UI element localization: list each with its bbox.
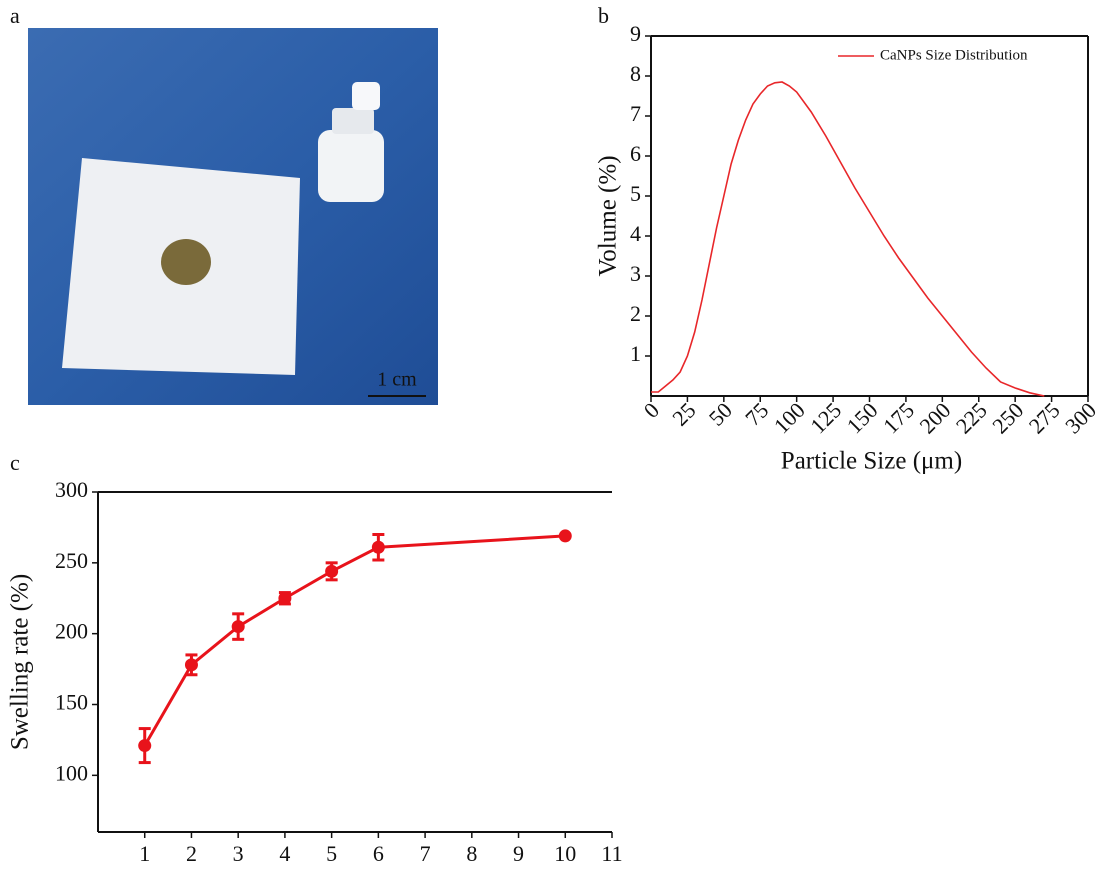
x-tick-label: 50 bbox=[704, 397, 737, 430]
sample bbox=[161, 239, 211, 285]
y-tick-label: 200 bbox=[55, 619, 88, 644]
y-axis-label: Swelling rate (%) bbox=[7, 574, 34, 750]
y-tick-label: 150 bbox=[55, 690, 88, 715]
scale-label: 1 cm bbox=[377, 369, 417, 391]
x-tick-label: 225 bbox=[951, 397, 992, 438]
x-tick-label: 3 bbox=[233, 841, 244, 866]
x-tick-label: 75 bbox=[740, 397, 773, 430]
y-tick-label: 100 bbox=[55, 760, 88, 785]
y-tick-label: 9 bbox=[630, 21, 641, 46]
data-point bbox=[184, 658, 198, 672]
data-point bbox=[558, 529, 572, 543]
x-tick-label: 7 bbox=[420, 841, 431, 866]
data-point bbox=[325, 564, 339, 578]
x-tick-label: 8 bbox=[466, 841, 477, 866]
data-line bbox=[651, 81, 1045, 397]
x-tick-label: 1 bbox=[139, 841, 150, 866]
legend-label: CaNPs Size Distribution bbox=[880, 47, 1028, 63]
panel-label: c bbox=[10, 450, 20, 475]
bottle-body bbox=[318, 130, 384, 202]
x-tick-label: 300 bbox=[1060, 397, 1101, 438]
y-tick-label: 1 bbox=[630, 341, 641, 366]
x-tick-label: 275 bbox=[1024, 397, 1065, 438]
panel-label: b bbox=[598, 3, 609, 28]
y-axis-label: Volume (%) bbox=[595, 155, 622, 276]
bottle-neck bbox=[332, 108, 374, 134]
y-tick-label: 6 bbox=[630, 141, 641, 166]
x-tick-label: 11 bbox=[601, 841, 622, 866]
y-tick-label: 8 bbox=[630, 61, 641, 86]
x-tick-label: 200 bbox=[914, 397, 955, 438]
y-tick-label: 5 bbox=[630, 181, 641, 206]
x-tick-label: 100 bbox=[769, 397, 810, 438]
x-tick-label: 250 bbox=[987, 397, 1028, 438]
data-point bbox=[231, 620, 245, 634]
x-tick-label: 4 bbox=[279, 841, 290, 866]
bottle-cap bbox=[352, 82, 380, 110]
x-tick-label: 150 bbox=[842, 397, 883, 438]
x-tick-label: 5 bbox=[326, 841, 337, 866]
data-point bbox=[138, 739, 152, 753]
x-tick-label: 10 bbox=[554, 841, 576, 866]
y-tick-label: 4 bbox=[630, 221, 641, 246]
y-tick-label: 250 bbox=[55, 548, 88, 573]
x-tick-label: 125 bbox=[805, 397, 846, 438]
photo: 1 cm a bbox=[10, 3, 438, 405]
x-axis-label: Particle Size (μm) bbox=[781, 448, 962, 475]
y-tick-label: 2 bbox=[630, 301, 641, 326]
x-tick-label: 175 bbox=[878, 397, 919, 438]
x-tick-label: 25 bbox=[667, 397, 700, 430]
x-tick-label: 2 bbox=[186, 841, 197, 866]
data-point bbox=[371, 540, 385, 554]
x-tick-label: 9 bbox=[513, 841, 524, 866]
y-tick-label: 3 bbox=[630, 261, 641, 286]
y-tick-label: 7 bbox=[630, 101, 641, 126]
y-tick-label: 300 bbox=[55, 477, 88, 502]
data-point bbox=[278, 591, 292, 605]
x-tick-label: 6 bbox=[373, 841, 384, 866]
panel-label: a bbox=[10, 3, 20, 28]
data-line bbox=[143, 534, 566, 747]
